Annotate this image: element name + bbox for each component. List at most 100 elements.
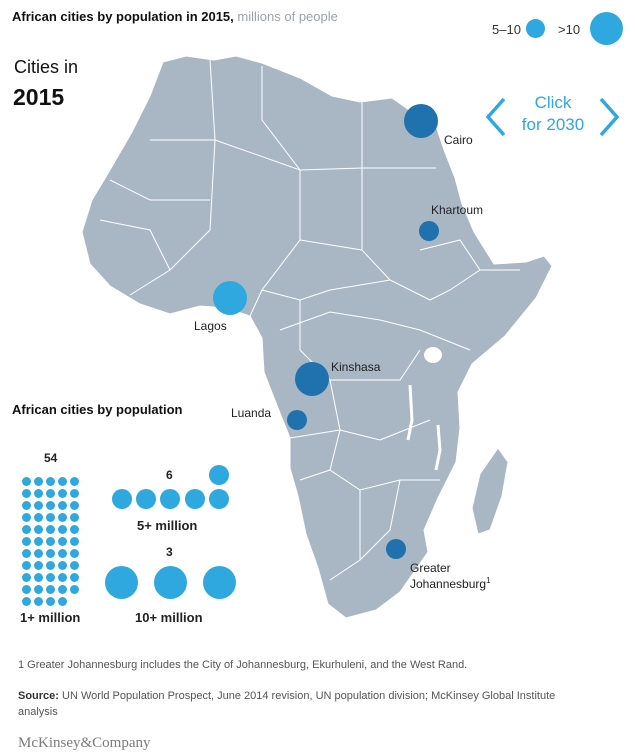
- city-marker-kinshasa[interactable]: [295, 362, 329, 396]
- dot-1-million: [58, 501, 67, 510]
- dot-1-million: [22, 477, 31, 486]
- dot-1-million: [58, 549, 67, 558]
- dot-1-million: [22, 573, 31, 582]
- dot-10-million: [154, 566, 187, 599]
- dot-1-million: [46, 513, 55, 522]
- dot-1-million: [70, 489, 79, 498]
- city-label-cairo: Cairo: [444, 133, 473, 147]
- caption-5-million: 5+ million: [137, 518, 198, 533]
- dot-1-million: [46, 585, 55, 594]
- city-marker-khartoum[interactable]: [419, 221, 439, 241]
- dot-1-million: [46, 501, 55, 510]
- dot-5-million: [136, 489, 156, 509]
- title-subtitle: millions of people: [237, 9, 338, 24]
- dot-1-million: [22, 549, 31, 558]
- cities-in-label: Cities in: [14, 57, 79, 77]
- chevron-right-icon[interactable]: [597, 96, 621, 138]
- lake-tanganyika: [406, 384, 414, 441]
- dot-5-million: [185, 489, 205, 509]
- lake-malawi: [434, 424, 442, 471]
- footnote-1: 1 Greater Johannesburg includes the City…: [18, 659, 468, 671]
- dot-1-million: [46, 561, 55, 570]
- count-10-million: 3: [166, 545, 173, 559]
- dot-5-million: [209, 465, 229, 485]
- city-marker-cairo[interactable]: [404, 104, 438, 138]
- city-marker-johannesburg[interactable]: [386, 539, 406, 559]
- dot-1-million: [70, 525, 79, 534]
- click-line1: Click: [534, 93, 572, 112]
- legend-small-dot: [526, 19, 545, 38]
- count-5-million: 6: [166, 468, 173, 482]
- dot-1-million: [70, 477, 79, 486]
- dot-1-million: [34, 549, 43, 558]
- click-text[interactable]: Click for 2030: [510, 92, 596, 136]
- dot-1-million: [22, 537, 31, 546]
- dot-1-million: [34, 597, 43, 606]
- source-note: Source: UN World Population Prospect, Ju…: [18, 688, 578, 720]
- country-borders: [99, 59, 520, 581]
- johannesburg-footnote-mark: 1: [486, 576, 491, 585]
- city-label-johannesburg-2: Johannesburg1: [410, 576, 491, 591]
- dot-grid-1-million: [22, 477, 82, 607]
- city-marker-luanda[interactable]: [287, 410, 307, 430]
- dot-1-million: [34, 537, 43, 546]
- dot-1-million: [46, 477, 55, 486]
- dot-10-million: [203, 566, 236, 599]
- title-text: African cities by population in 2015,: [12, 9, 234, 24]
- dot-1-million: [70, 501, 79, 510]
- dot-1-million: [58, 477, 67, 486]
- city-label-johannesburg-1: Greater: [410, 561, 451, 575]
- city-label-luanda: Luanda: [231, 406, 272, 420]
- city-label-khartoum: Khartoum: [431, 203, 484, 217]
- dot-1-million: [22, 501, 31, 510]
- source-label: Source:: [18, 690, 59, 702]
- dot-1-million: [22, 513, 31, 522]
- dot-1-million: [58, 513, 67, 522]
- dot-1-million: [34, 573, 43, 582]
- dot-1-million: [58, 597, 67, 606]
- dot-1-million: [34, 525, 43, 534]
- dot-5-million: [160, 489, 180, 509]
- dot-1-million: [34, 513, 43, 522]
- city-label-lagos: Lagos: [194, 319, 227, 333]
- count-1-million: 54: [44, 451, 58, 465]
- dot-1-million: [34, 477, 43, 486]
- dot-1-million: [46, 573, 55, 582]
- johannesburg-name: Johannesburg: [410, 577, 487, 591]
- legend-small-label: 5–10: [492, 22, 521, 37]
- dot-1-million: [58, 573, 67, 582]
- legend-large-label: >10: [558, 22, 581, 37]
- dot-1-million: [22, 585, 31, 594]
- dot-1-million: [58, 525, 67, 534]
- lake-victoria: [424, 347, 442, 363]
- dot-1-million: [34, 489, 43, 498]
- dot-1-million: [46, 525, 55, 534]
- click-for-2030-button[interactable]: Click for 2030: [484, 92, 624, 142]
- chevron-left-icon[interactable]: [484, 96, 508, 138]
- dot-1-million: [70, 537, 79, 546]
- panel-title: African cities by population: [12, 402, 183, 417]
- chart-title: African cities by population in 2015, mi…: [12, 9, 338, 24]
- source-text: UN World Population Prospect, June 2014 …: [18, 690, 556, 718]
- dot-1-million: [46, 549, 55, 558]
- year-label: 2015: [13, 84, 65, 110]
- dot-1-million: [58, 489, 67, 498]
- click-line2: for 2030: [521, 115, 585, 134]
- dot-1-million: [34, 585, 43, 594]
- dot-1-million: [22, 489, 31, 498]
- dot-1-million: [58, 561, 67, 570]
- city-marker-lagos[interactable]: [213, 281, 247, 315]
- madagascar: [471, 447, 509, 535]
- city-label-kinshasa: Kinshasa: [331, 360, 381, 374]
- dot-1-million: [58, 585, 67, 594]
- dot-1-million: [70, 561, 79, 570]
- brand-logo: McKinsey&Company: [18, 735, 151, 751]
- dot-5-million: [112, 489, 132, 509]
- dot-1-million: [58, 537, 67, 546]
- dot-1-million: [22, 561, 31, 570]
- dot-1-million: [34, 501, 43, 510]
- dot-1-million: [34, 561, 43, 570]
- dot-1-million: [70, 549, 79, 558]
- dot-1-million: [70, 573, 79, 582]
